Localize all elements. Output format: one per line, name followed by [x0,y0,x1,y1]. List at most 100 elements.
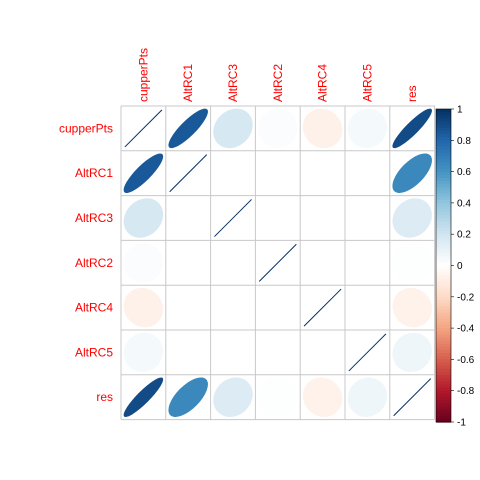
colorbar-segment [436,109,451,113]
cell-AltRC1-AltRC4 [302,153,343,193]
cell-cupperPts-res [392,108,432,149]
grid-lines [120,105,436,421]
colorbar-segment [436,190,451,195]
colorbar-segment [436,215,451,220]
colorbar-segment [436,390,451,395]
cell-AltRC3-AltRC5 [347,198,388,238]
colorbar-segment [436,224,451,229]
cell-AltRC4-res [392,287,432,328]
cell-cupperPts-AltRC5 [347,108,388,149]
row-label: cupperPts [59,121,113,135]
colorbar-segment [436,231,451,235]
colorbar-segment [436,162,451,166]
cell-AltRC5-AltRC1 [168,332,208,373]
cell-AltRC2-cupperPts [123,243,164,283]
cell-cupperPts-AltRC3 [213,108,253,149]
colorbar-tick-label: 0.6 [457,167,471,178]
cell-AltRC3-cupperPts [123,198,164,238]
colorbar-tick-label: 0 [457,261,463,272]
colorbar-segment [436,187,451,191]
cell-AltRC1-res [392,153,432,193]
cell-AltRC4-AltRC3 [213,287,253,328]
colorbar-tick-label: 0.8 [457,136,471,147]
cell-AltRC1-AltRC5 [347,153,388,193]
column-label: AltRC5 [360,64,374,102]
cell-cupperPts-AltRC1 [168,108,208,149]
cell-cupperPts-cupperPts [124,109,163,148]
colorbar-segment [436,180,451,185]
cell-cupperPts-AltRC4 [302,108,343,149]
cell-AltRC3-AltRC1 [168,198,208,238]
cell-res-AltRC5 [347,377,388,417]
colorbar-segment [436,306,451,310]
cell-AltRC3-res [392,198,432,238]
colorbar-segment [436,387,451,392]
colorbar-segment [436,353,451,357]
row-label: res [96,390,113,404]
column-labels: cupperPts AltRC1 AltRC3 AltRC2 AltRC4 AltRC5 r… [136,48,419,102]
colorbar-segment [436,130,451,135]
colorbar-segment [436,155,451,160]
colorbar-segment [436,262,451,267]
column-label: AltRC1 [181,64,195,102]
colorbar-segment [436,124,451,129]
colorbar-tick-label: -1 [457,418,466,429]
colorbar-segment [436,331,451,335]
colorbar-segment [436,246,451,251]
cell-AltRC1-AltRC3 [213,153,253,193]
cell-AltRC5-AltRC4 [302,332,343,373]
colorbar-segment [436,134,451,138]
cell-AltRC1-AltRC2 [258,153,298,193]
row-label: AltRC2 [75,256,113,270]
colorbar-segment [436,324,451,329]
colorbar-segment [436,237,451,242]
cell-AltRC1-cupperPts [123,153,164,193]
colorbar-tick-label: -0.4 [457,324,475,335]
colorbar-segment [436,350,451,354]
colorbar-segment [436,171,451,176]
colorbar-segment [436,121,451,126]
colorbar-segment [436,284,451,289]
colorbar-segment [436,146,451,151]
colorbar-segment [436,259,451,263]
cell-AltRC4-AltRC4 [303,288,342,327]
cell-AltRC3-AltRC2 [258,198,298,238]
colorbar-segment [436,184,451,188]
colorbar-segment [436,384,451,389]
cell-AltRC2-res [392,243,432,283]
colorbar-segment [436,265,451,270]
colorbar-segment [436,406,451,411]
colorbar-segment [436,365,451,370]
colorbar-segment [436,193,451,198]
colorbar-segment [436,334,451,339]
colorbar-segment [436,165,451,170]
colorbar-segment [436,415,451,420]
colorbar-segment [436,243,451,248]
colorbar-tick-label: -0.8 [457,386,475,397]
colorbar-segment [436,356,451,360]
colorbar-segment [436,278,451,282]
colorbar-segment [436,378,451,382]
cell-AltRC2-AltRC3 [213,243,253,283]
colorbar-segment [436,115,451,119]
colorbar-tick-label: -0.2 [457,292,475,303]
cell-AltRC5-AltRC5 [348,333,387,372]
cell-AltRC5-res [392,332,432,373]
colorbar-segment [436,206,451,210]
cell-AltRC4-cupperPts [123,287,164,328]
colorbar-segment [436,318,451,323]
row-label: AltRC5 [75,345,113,359]
colorbar-segment [436,287,451,292]
color-legend: 1 0.8 0.6 0.4 0.2 0 -0.2 -0.4 -0.6 -0.8 -1 [435,105,475,429]
column-label: cupperPts [136,48,150,102]
cell-AltRC5-cupperPts [123,332,164,373]
colorbar-segment [436,174,451,179]
colorbar-segment [436,221,451,226]
colorbar-segment [436,143,451,148]
colorbar-segment [436,299,451,304]
colorbar-segment [436,274,451,279]
cell-cupperPts-AltRC2 [258,108,298,149]
colorbar-segment [436,321,451,326]
colorbar-segment [436,346,451,351]
colorbar-segment [436,199,451,204]
